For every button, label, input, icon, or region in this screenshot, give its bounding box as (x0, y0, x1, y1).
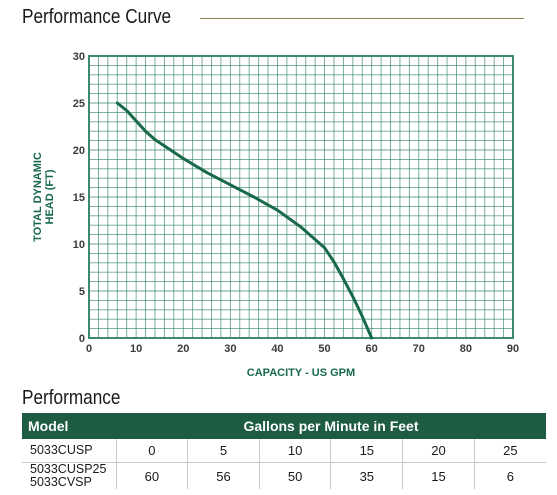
x-tick-label: 60 (366, 343, 378, 355)
x-tick-label: 50 (318, 343, 330, 355)
y-axis-title: HEAD (FT) (44, 169, 56, 224)
model-name: 5033CUSP (22, 439, 116, 463)
performance-chart: 0 10 20 30 40 50 60 70 80 90 0 5 10 15 20 25 30 CAPACITY … (32, 51, 519, 379)
model-column-header: Model (22, 413, 116, 439)
y-tick-label: 0 (79, 333, 85, 345)
table-row: 5033CUSP 0 5 10 15 20 25 (22, 439, 546, 463)
y-tick-label: 15 (73, 192, 85, 204)
table-row: 5033CUSP25 5033CVSP 60 56 50 35 15 6 (22, 462, 546, 490)
gpm-column-header: Gallons per Minute in Feet (116, 413, 546, 439)
performance-table: Model Gallons per Minute in Feet 5033CUS… (22, 413, 546, 489)
y-tick-label: 20 (73, 145, 85, 157)
x-tick-label: 30 (224, 343, 236, 355)
title-divider (200, 18, 524, 19)
y-axis-title: TOTAL DYNAMIC (32, 152, 44, 242)
x-tick-label: 40 (271, 343, 283, 355)
model-name: 5033CVSP (30, 475, 92, 489)
gpm-cell: 0 (115, 439, 188, 463)
gpm-cell: 25 (473, 439, 546, 463)
y-tick-label: 10 (73, 239, 85, 251)
table-header-row: Model Gallons per Minute in Feet (22, 413, 546, 439)
x-axis-title: CAPACITY - US GPM (247, 367, 355, 379)
x-tick-label: 0 (86, 343, 92, 355)
gpm-cell: 15 (330, 439, 403, 463)
head-cell: 56 (187, 462, 260, 489)
performance-curve-line (115, 101, 374, 340)
x-tick-label: 90 (507, 343, 519, 355)
gpm-cell: 10 (258, 439, 331, 463)
performance-title: Performance (22, 387, 121, 409)
plot-frame (88, 55, 514, 339)
head-cell: 50 (258, 462, 331, 489)
y-tick-label: 25 (73, 98, 85, 110)
gpm-cell: 5 (187, 439, 260, 463)
head-cell: 35 (330, 462, 403, 489)
gpm-cell: 20 (402, 439, 475, 463)
head-cell: 15 (402, 462, 475, 489)
performance-curve-title: Performance Curve (22, 6, 172, 28)
model-name-group: 5033CUSP25 5033CVSP (22, 463, 116, 490)
x-tick-label: 80 (460, 343, 472, 355)
x-tick-label: 10 (130, 343, 142, 355)
head-cell: 60 (115, 462, 188, 489)
head-cell: 6 (473, 462, 546, 489)
y-tick-label: 5 (79, 286, 85, 298)
x-tick-label: 70 (413, 343, 425, 355)
y-tick-label: 30 (73, 51, 85, 63)
x-tick-label: 20 (177, 343, 189, 355)
model-name: 5033CUSP25 (30, 462, 107, 476)
